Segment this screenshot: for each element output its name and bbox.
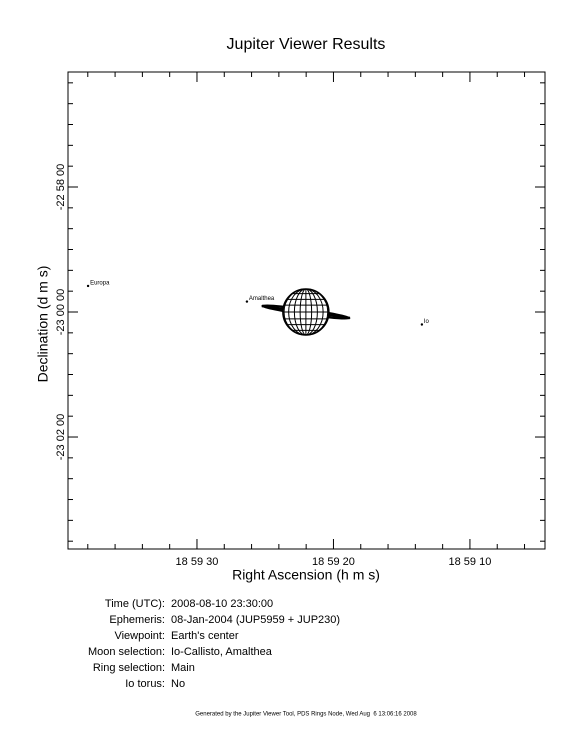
x-axis-label: Right Ascension (h m s) xyxy=(232,567,380,583)
info-value: 2008-08-10 23:30:00 xyxy=(171,598,273,610)
y-tick-label: -23 00 00 xyxy=(55,289,67,335)
info-label: Moon selection: xyxy=(88,646,165,658)
info-value: Main xyxy=(171,662,195,674)
moon xyxy=(420,323,424,326)
x-tick-label: 18 59 20 xyxy=(312,556,355,568)
y-axis-label: Declination (d m s) xyxy=(35,266,51,383)
moon-label: Io xyxy=(424,319,430,325)
planet xyxy=(261,288,351,336)
moon xyxy=(86,284,90,288)
info-value: Io-Callisto, Amalthea xyxy=(171,646,273,658)
info-label: Time (UTC): xyxy=(105,598,165,610)
info-label: Ring selection: xyxy=(93,662,165,674)
info-value: Earth's center xyxy=(171,630,239,642)
ring-front xyxy=(261,304,285,311)
x-tick-label: 18 59 10 xyxy=(449,556,492,568)
ring-front xyxy=(327,313,351,320)
y-tick-label: -22 58 00 xyxy=(55,164,67,210)
info-value: No xyxy=(171,678,185,690)
info-label: Io torus: xyxy=(125,678,165,690)
info-label: Viewpoint: xyxy=(114,630,165,642)
info-label: Ephemeris: xyxy=(109,614,165,626)
chart-title: Jupiter Viewer Results xyxy=(227,36,386,53)
moon xyxy=(245,300,249,303)
moon-label: Amalthea xyxy=(249,296,275,302)
x-tick-label: 18 59 30 xyxy=(176,556,219,568)
moon-label: Europa xyxy=(90,281,110,287)
footer: Generated by the Jupiter Viewer Tool, PD… xyxy=(195,712,417,718)
info-value: 08-Jan-2004 (JUP5959 + JUP230) xyxy=(171,614,340,626)
y-tick-label: -23 02 00 xyxy=(55,414,67,460)
